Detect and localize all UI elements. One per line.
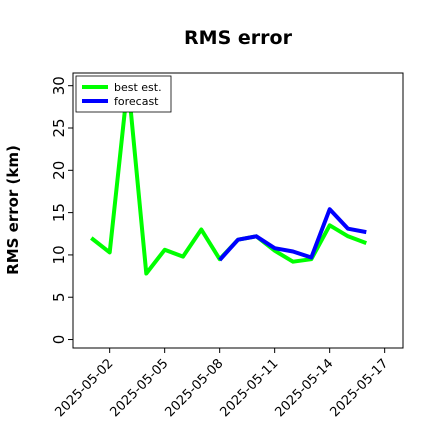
legend-box xyxy=(75,75,172,113)
x-tick-label: 2025-05-14 xyxy=(272,356,336,420)
x-tick-label: 2025-05-11 xyxy=(217,356,281,420)
y-tick-label: 30 xyxy=(50,76,68,95)
x-tick-label: 2025-05-02 xyxy=(52,356,116,420)
legend-label-forecast: forecast xyxy=(114,95,159,108)
y-ticks: 0 5 10 15 20 25 30 xyxy=(50,76,73,344)
x-tick-label: 2025-05-08 xyxy=(162,356,226,420)
y-tick-label: 25 xyxy=(50,118,68,137)
y-tick-label: 10 xyxy=(50,245,68,264)
y-tick-label: 0 xyxy=(50,335,68,345)
plot-frame xyxy=(72,72,404,349)
x-tick-label: 2025-05-17 xyxy=(327,356,391,420)
y-tick-label: 20 xyxy=(50,161,68,180)
x-ticks: 2025-05-022025-05-052025-05-082025-05-11… xyxy=(52,348,391,420)
series-layer xyxy=(90,79,367,276)
chart-title: RMS error xyxy=(184,27,293,49)
x-tick-label: 2025-05-05 xyxy=(107,356,171,420)
y-tick-label: 5 xyxy=(50,292,68,302)
series-line-1 xyxy=(218,207,367,262)
legend-label-best-est: best est. xyxy=(114,81,162,94)
y-tick-label: 15 xyxy=(50,203,68,222)
legend: best est. forecast xyxy=(75,75,172,113)
y-axis-label: RMS error (km) xyxy=(4,145,22,275)
